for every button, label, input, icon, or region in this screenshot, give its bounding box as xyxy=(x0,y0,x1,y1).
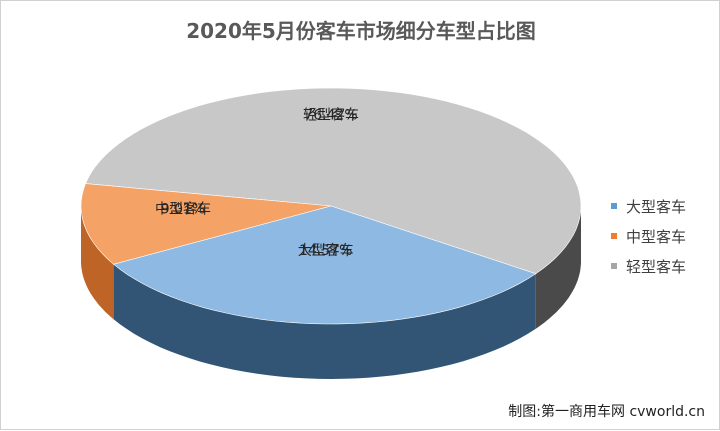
pie-label-big-value: 14.57% xyxy=(299,243,352,259)
legend-item-light: 轻型客车 xyxy=(611,251,686,281)
legend-label-light: 轻型客车 xyxy=(626,257,687,276)
pie-label-light-name: 轻型客车 xyxy=(303,106,359,123)
pie-label-big-name: 大型客车 xyxy=(298,242,354,259)
legend-label-big: 大型客车 xyxy=(626,197,687,216)
pie-label-medium-value: 9.01% xyxy=(161,202,205,218)
pie-side-light-right xyxy=(535,206,581,329)
pie-slice-medium xyxy=(80,183,332,265)
legend-item-big: 大型客车 xyxy=(611,191,686,221)
chart-title: 2020年5月份客车市场细分车型占比图 xyxy=(186,19,536,43)
chart-credit: 制图:第一商用车网 cvworld.cn xyxy=(508,404,705,420)
pie-side-big xyxy=(113,264,536,379)
pie-label-medium-name: 中型客车 xyxy=(155,201,211,218)
legend-swatch-light xyxy=(611,263,617,269)
legend-swatch-medium xyxy=(611,233,617,239)
legend-label-medium: 中型客车 xyxy=(626,227,687,246)
pie-label-light-value: 76.42% xyxy=(304,107,357,123)
legend-item-medium: 中型客车 xyxy=(611,221,686,251)
pie-side-medium xyxy=(81,206,114,320)
chart-legend: 大型客车 中型客车 轻型客车 xyxy=(611,191,686,281)
pie-slice-light xyxy=(85,87,582,275)
legend-swatch-big xyxy=(611,203,617,209)
pie-slice-big xyxy=(112,205,537,325)
